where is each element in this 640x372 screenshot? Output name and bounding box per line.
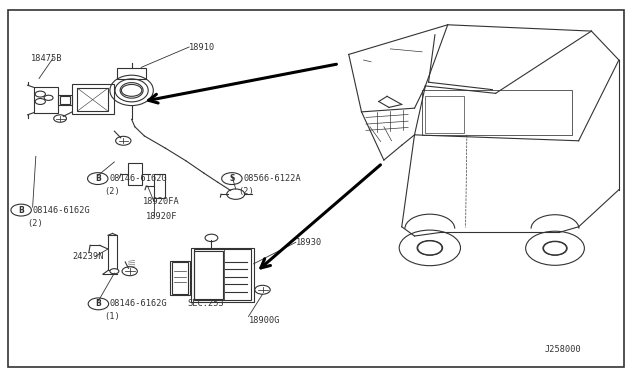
Text: B: B <box>19 206 24 215</box>
Text: 18930: 18930 <box>296 238 322 247</box>
Text: 18920F: 18920F <box>147 212 178 221</box>
Bar <box>191 248 253 302</box>
Bar <box>34 87 58 113</box>
Text: 08146-6162G: 08146-6162G <box>109 174 167 183</box>
Bar <box>117 68 147 78</box>
Bar <box>108 235 117 270</box>
Bar <box>58 95 72 105</box>
Bar <box>154 174 166 198</box>
Bar <box>77 88 108 111</box>
Text: (2): (2) <box>104 187 120 196</box>
Bar <box>72 84 114 114</box>
Text: J258000: J258000 <box>545 345 582 354</box>
Bar <box>193 249 251 300</box>
Text: 18910: 18910 <box>189 42 215 51</box>
Text: 08146-6162G: 08146-6162G <box>109 299 167 308</box>
Text: 18920FA: 18920FA <box>143 197 179 206</box>
Circle shape <box>227 189 244 199</box>
Circle shape <box>221 173 242 185</box>
Circle shape <box>54 115 67 122</box>
Circle shape <box>110 269 119 274</box>
Bar <box>60 96 70 105</box>
Bar <box>194 251 223 299</box>
Text: 08146-6162G: 08146-6162G <box>33 206 90 215</box>
Circle shape <box>399 230 461 266</box>
Text: B: B <box>95 299 101 308</box>
Bar <box>172 262 188 294</box>
Bar <box>170 261 190 295</box>
Circle shape <box>88 173 108 185</box>
Circle shape <box>122 267 138 276</box>
Circle shape <box>116 137 131 145</box>
Text: (1): (1) <box>104 312 120 321</box>
Circle shape <box>205 234 218 241</box>
Bar <box>129 163 143 185</box>
Circle shape <box>525 231 584 265</box>
Text: B: B <box>95 174 100 183</box>
Text: 08566-6122A: 08566-6122A <box>243 174 301 183</box>
Bar <box>422 90 572 135</box>
Circle shape <box>44 95 53 100</box>
Circle shape <box>35 91 45 97</box>
Text: (2): (2) <box>28 219 44 228</box>
Text: 24239N: 24239N <box>72 252 104 261</box>
Circle shape <box>88 298 109 310</box>
Text: S: S <box>229 174 234 183</box>
Circle shape <box>11 204 31 216</box>
Circle shape <box>122 84 142 96</box>
Circle shape <box>543 241 567 255</box>
Text: 18900G: 18900G <box>248 316 280 325</box>
Circle shape <box>417 240 443 255</box>
Text: (2): (2) <box>238 187 254 196</box>
Text: 18475B: 18475B <box>31 54 63 62</box>
Bar <box>426 96 464 133</box>
Text: SEC.253: SEC.253 <box>187 299 224 308</box>
Circle shape <box>255 285 270 294</box>
Circle shape <box>35 99 45 105</box>
